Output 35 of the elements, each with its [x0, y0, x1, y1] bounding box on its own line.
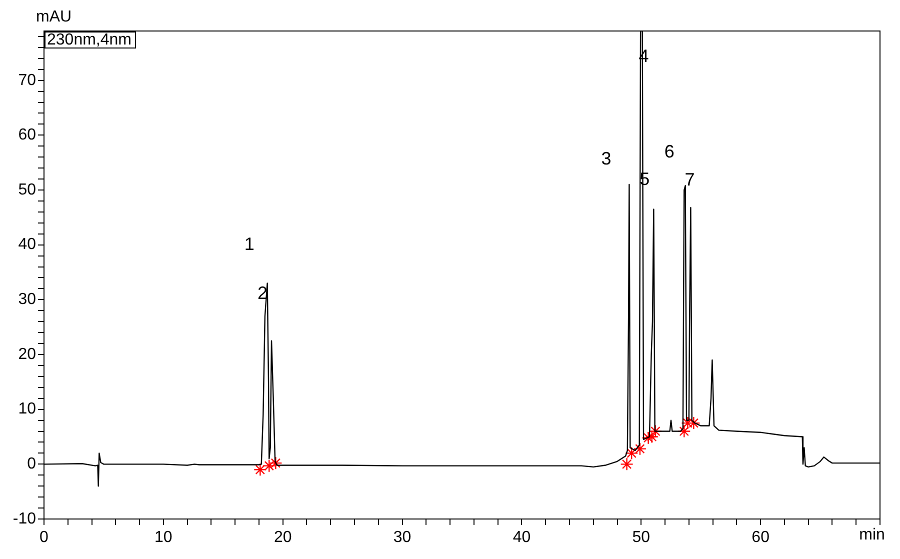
point — [624, 446, 638, 460]
x-tick-label: 0 — [40, 529, 49, 546]
point — [681, 416, 694, 430]
annotation: 3 — [601, 148, 612, 168]
x-tick-label: 10 — [154, 529, 172, 546]
point — [633, 442, 647, 456]
y-tick-label: 20 — [18, 346, 36, 363]
y-axis-title: mAU — [36, 8, 72, 26]
point — [678, 424, 691, 438]
y-tick-label: 40 — [18, 236, 36, 254]
y-tick-label: -10 — [12, 510, 36, 528]
point — [648, 424, 662, 438]
point — [642, 431, 655, 444]
annotation: 6 — [664, 142, 674, 162]
point — [254, 463, 267, 476]
x-axis-title: min — [859, 526, 885, 544]
x-tick-label: 60 — [752, 529, 770, 546]
y-tick-label: 0 — [27, 456, 36, 473]
x-tick-label: 50 — [632, 529, 650, 546]
annotation: 7 — [684, 170, 695, 190]
annotation: 1 — [244, 234, 254, 254]
point — [269, 456, 282, 470]
point — [262, 459, 276, 472]
y-tick-label: 60 — [18, 126, 36, 144]
y-tick-label: 30 — [18, 291, 36, 308]
annotation: 230nm,4nm — [47, 31, 132, 48]
y-tick-label: 50 — [18, 181, 36, 198]
y-tick-label: 70 — [18, 72, 36, 89]
point — [687, 416, 700, 430]
x-tick-label: 40 — [512, 529, 531, 546]
point — [645, 430, 658, 444]
x-tick-label: 20 — [274, 529, 292, 546]
point — [620, 458, 634, 471]
x-tick-label: 30 — [393, 529, 412, 546]
y-tick-label: 10 — [18, 400, 36, 418]
